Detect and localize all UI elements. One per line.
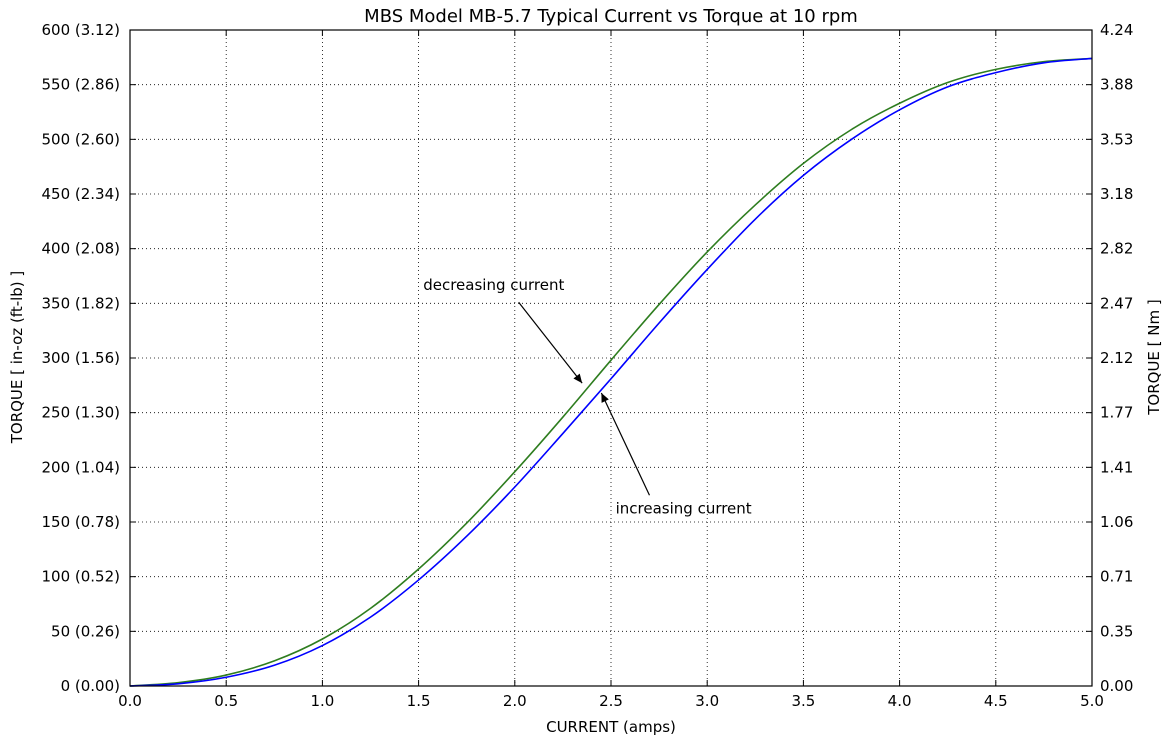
annotations: decreasing current increasing current	[423, 276, 752, 517]
x-tick-label: 5.0	[1080, 692, 1104, 710]
y-axis-right-label: TORQUE [ Nm ]	[1145, 299, 1163, 416]
y-left-tick-label: 550 (2.86)	[41, 76, 120, 94]
x-tick-label: 3.5	[791, 692, 815, 710]
y-axis-left-label: TORQUE [ in-oz (ft-lb) ]	[8, 271, 26, 445]
y-right-tick-label: 3.18	[1100, 185, 1133, 203]
y-right-tick-label: 2.47	[1100, 294, 1133, 312]
x-tick-label: 2.0	[503, 692, 527, 710]
y-left-tick-label: 0 (0.00)	[61, 677, 120, 695]
series-line-2	[129, 57, 1093, 687]
y-left-tick-label: 500 (2.60)	[41, 130, 120, 148]
series-line-1	[129, 57, 1093, 687]
y-right-tick-label: 1.41	[1100, 458, 1133, 476]
annotation-arrow	[600, 392, 651, 496]
y-axis-right-ticks: 0.00 0.35 0.71 1.06 1.41 1.77 2.12 2.47 2.82 3.18…	[1086, 21, 1133, 695]
annotation-arrow	[518, 301, 583, 384]
annotation-text: increasing current	[616, 499, 752, 517]
annotation-text: decreasing current	[423, 276, 564, 294]
y-right-tick-label: 2.12	[1100, 349, 1133, 367]
x-tick-label: 1.0	[310, 692, 334, 710]
y-left-tick-label: 600 (3.12)	[41, 21, 120, 39]
y-right-tick-label: 0.71	[1100, 568, 1133, 586]
x-tick-label: 1.5	[407, 692, 431, 710]
y-right-tick-label: 1.06	[1100, 513, 1133, 531]
x-axis-label: CURRENT (amps)	[546, 718, 676, 736]
grid	[130, 30, 1092, 686]
y-left-tick-label: 300 (1.56)	[41, 349, 120, 367]
y-right-tick-label: 3.88	[1100, 76, 1133, 94]
y-right-tick-label: 1.77	[1100, 404, 1133, 422]
series-lines	[129, 57, 1093, 687]
y-left-tick-label: 400 (2.08)	[41, 240, 120, 258]
y-left-tick-label: 350 (1.82)	[41, 294, 120, 312]
annotation-arrowhead	[573, 373, 583, 384]
x-tick-label: 0.5	[214, 692, 238, 710]
y-right-tick-label: 0.35	[1100, 622, 1133, 640]
y-left-tick-label: 50 (0.26)	[51, 622, 120, 640]
x-tick-label: 2.5	[599, 692, 623, 710]
y-right-tick-label: 0.00	[1100, 677, 1133, 695]
y-left-tick-label: 250 (1.30)	[41, 404, 120, 422]
x-tick-label: 4.0	[888, 692, 912, 710]
x-tick-label: 0.0	[118, 692, 142, 710]
y-left-tick-label: 200 (1.04)	[41, 458, 120, 476]
y-left-tick-label: 450 (2.34)	[41, 185, 120, 203]
y-right-tick-label: 4.24	[1100, 21, 1133, 39]
y-left-tick-label: 100 (0.52)	[41, 568, 120, 586]
y-left-tick-label: 150 (0.78)	[41, 513, 120, 531]
annotation-arrowhead	[601, 392, 609, 403]
y-right-tick-label: 2.82	[1100, 240, 1133, 258]
chart-title: MBS Model MB-5.7 Typical Current vs Torq…	[364, 6, 858, 27]
x-tick-label: 3.0	[695, 692, 719, 710]
x-axis-ticks: 0.0 0.5 1.0 1.5 2.0 2.5 3.0 3.5 4.0 4.5 5.0	[118, 30, 1104, 710]
y-axis-left-ticks: 0 (0.00) 50 (0.26) 100 (0.52) 150 (0.78) 200…	[41, 21, 136, 695]
x-tick-label: 4.5	[984, 692, 1008, 710]
y-right-tick-label: 3.53	[1100, 130, 1133, 148]
